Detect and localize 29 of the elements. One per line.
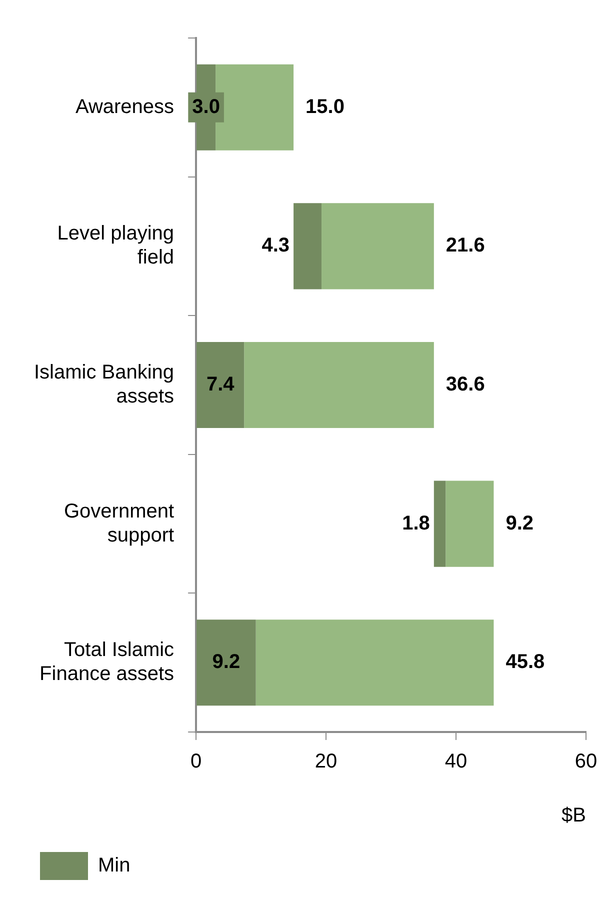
bar: [446, 480, 494, 567]
y-tick-label: Islamic Banking assets: [34, 362, 174, 408]
x-axis-title: $B: [562, 804, 586, 827]
data-label: 4.3: [262, 234, 290, 257]
bar: [434, 480, 446, 567]
total-label: 45.8: [506, 651, 545, 674]
y-tick-label: Awareness: [75, 96, 174, 118]
bar: [244, 342, 434, 428]
data-label: 3.0: [192, 96, 220, 118]
bar: [321, 203, 434, 290]
total-label: 36.6: [446, 374, 485, 396]
y-tick-label: Total Islamic Finance assets: [40, 639, 174, 686]
x-tick-label: 20: [314, 750, 338, 773]
y-tick-label: Government support: [64, 500, 174, 546]
x-tick-label: 40: [444, 750, 468, 773]
total-label: 9.2: [506, 512, 534, 534]
legend-label: Min: [98, 854, 130, 877]
data-label: 1.8: [402, 512, 430, 534]
data-label: 7.4: [206, 374, 236, 396]
bar: [196, 620, 256, 706]
total-label: 15.0: [306, 96, 344, 118]
bar: [294, 203, 322, 290]
data-label: 9.2: [212, 651, 240, 674]
x-tick-label: 0: [190, 750, 202, 773]
bar: [196, 342, 244, 428]
x-tick-label: 60: [574, 750, 598, 773]
bar: [256, 620, 494, 706]
total-label: 21.6: [446, 234, 485, 257]
y-tick-label: Level playing field: [57, 222, 174, 269]
